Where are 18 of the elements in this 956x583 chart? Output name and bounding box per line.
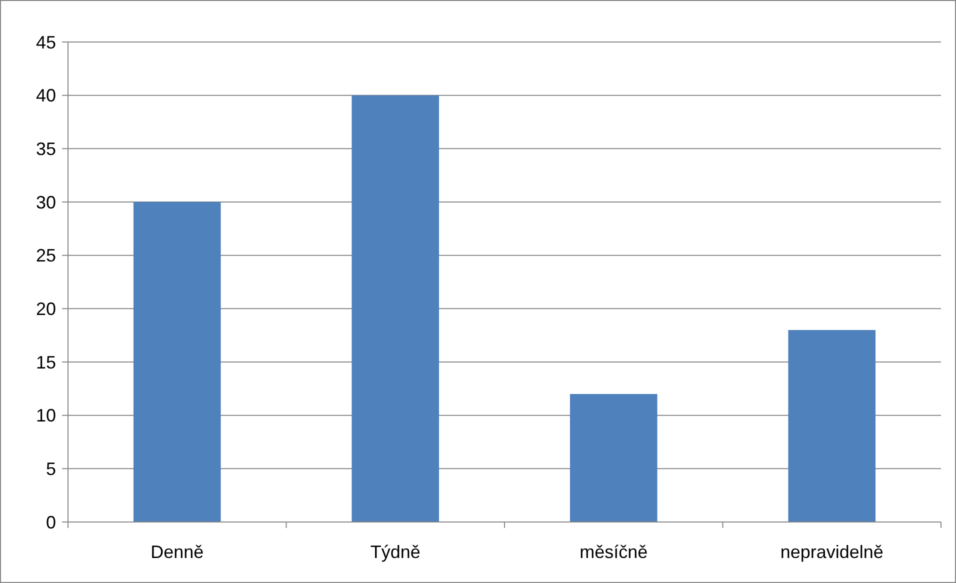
x-tick-label: měsíčně	[580, 542, 648, 562]
bar	[788, 330, 876, 522]
y-tick-label: 10	[36, 406, 56, 426]
bar	[570, 394, 658, 522]
y-tick-label: 15	[36, 352, 56, 372]
y-tick-label: 25	[36, 246, 56, 266]
bar	[133, 202, 221, 522]
y-tick-label: 20	[36, 298, 56, 319]
x-tick-label: nepravidelně	[780, 542, 884, 562]
x-tick-label: Týdně	[370, 542, 420, 562]
y-tick-label: 45	[36, 32, 56, 52]
x-tick-label: Denně	[150, 542, 204, 562]
y-tick-label: 30	[36, 192, 56, 212]
bar	[352, 95, 440, 522]
y-tick-label: 40	[36, 86, 56, 106]
y-tick-label: 5	[46, 458, 56, 479]
y-tick-label: 0	[46, 512, 56, 532]
y-tick-label: 35	[36, 138, 56, 159]
